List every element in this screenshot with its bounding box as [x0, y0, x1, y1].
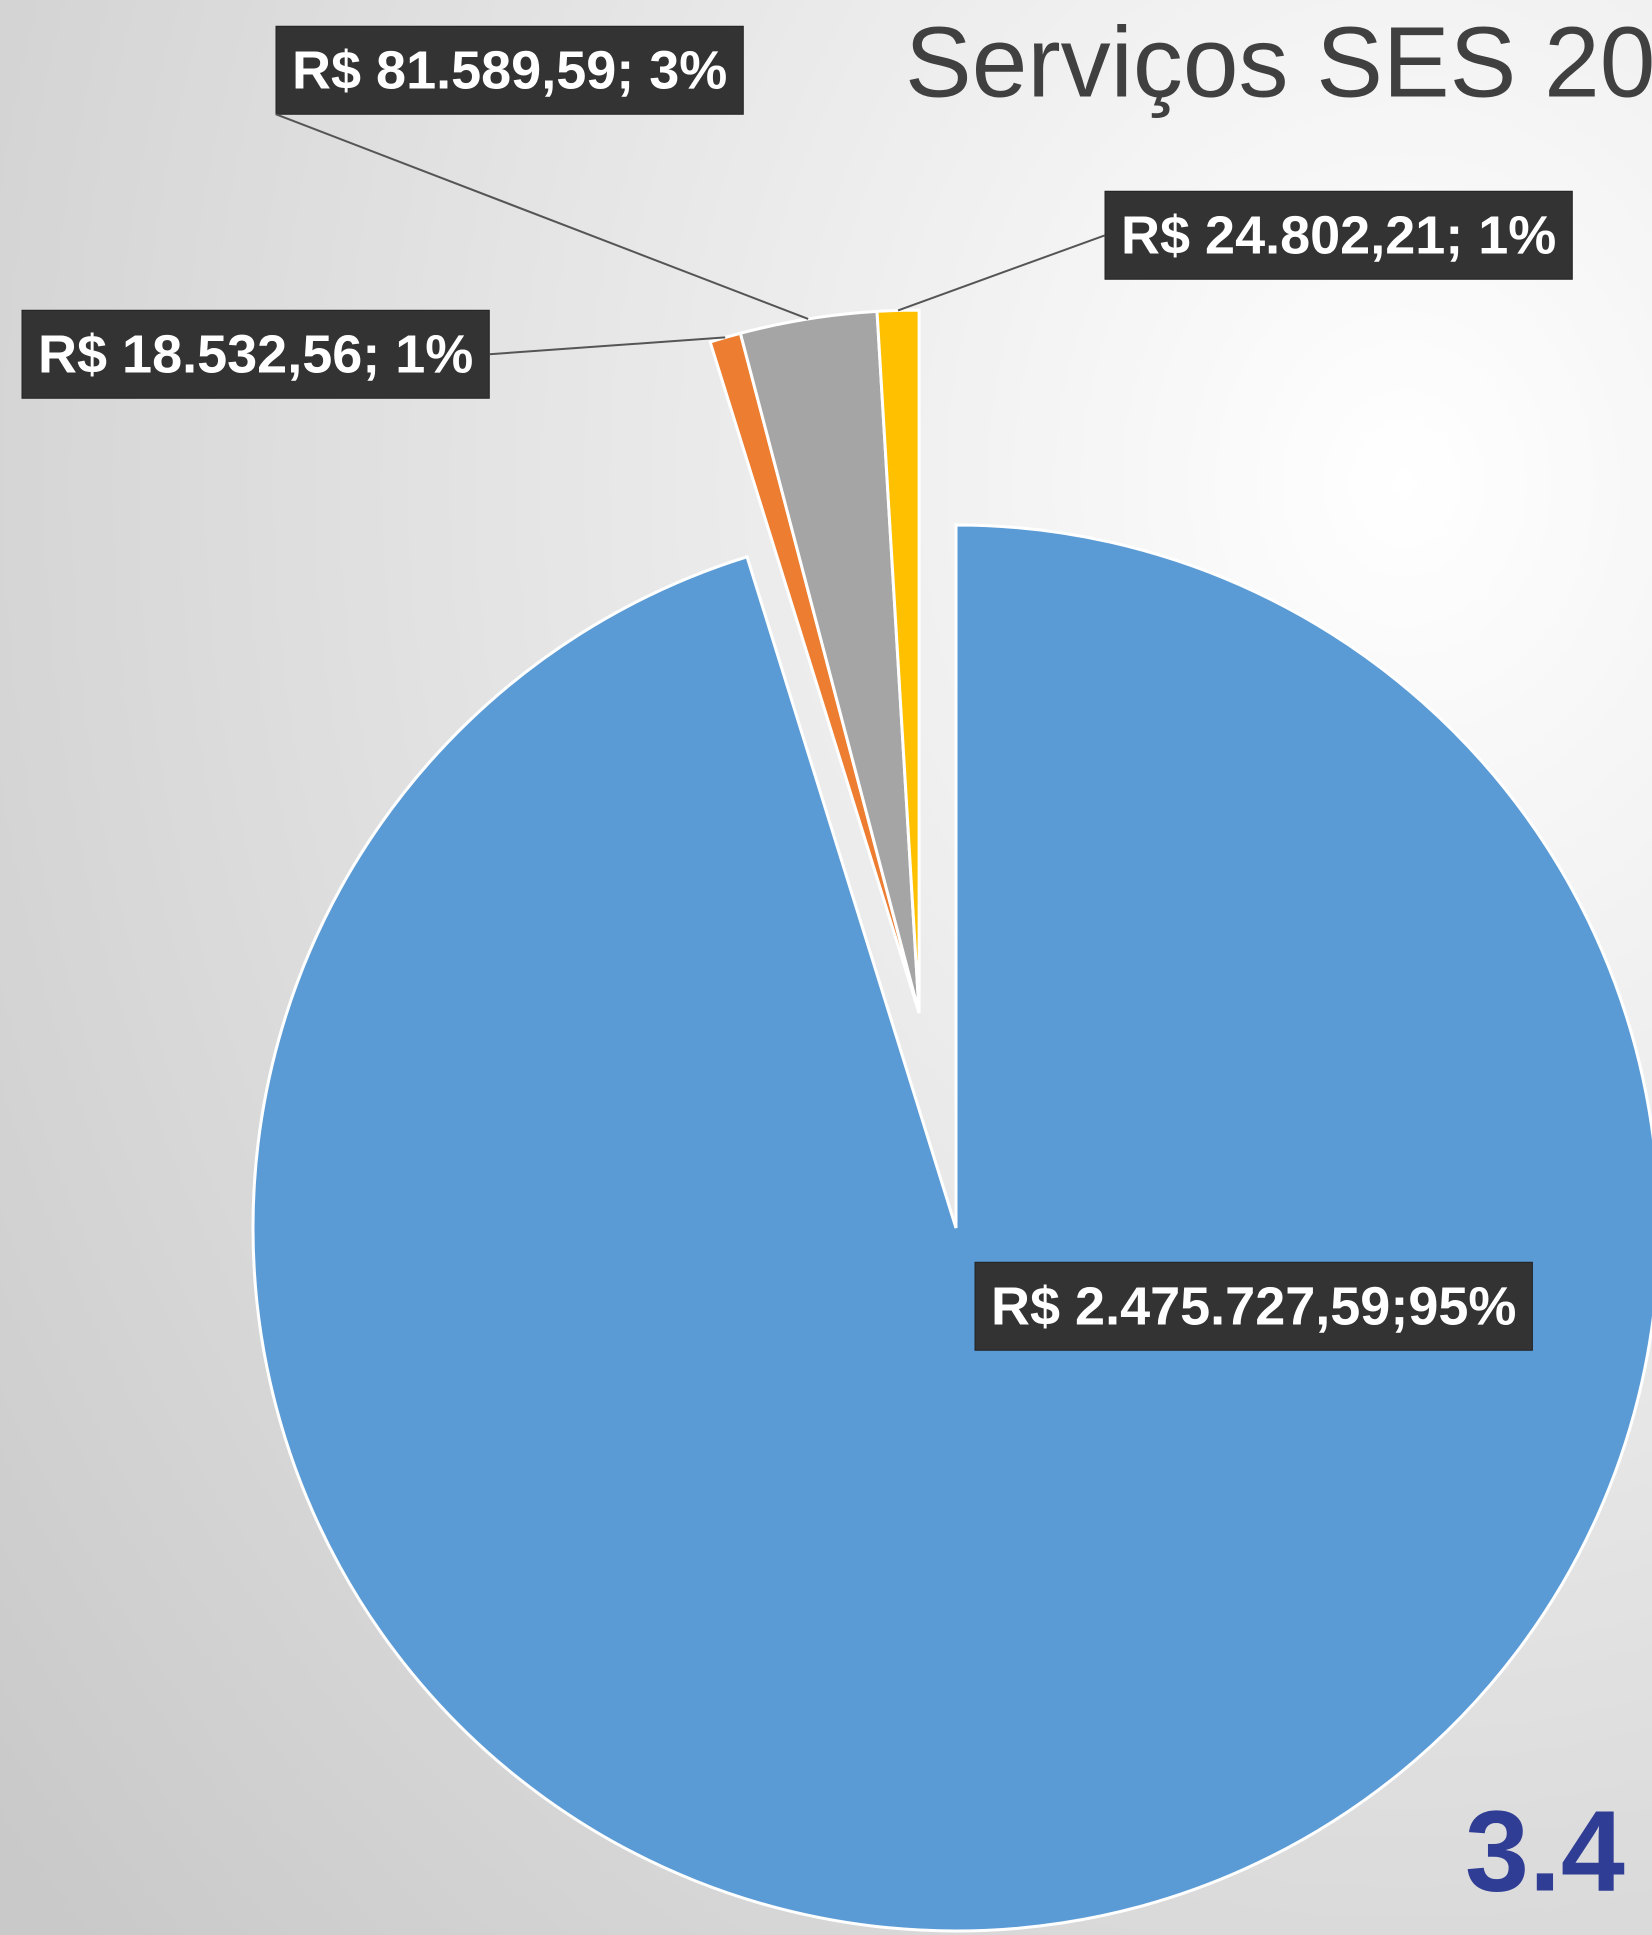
data-label-box [974, 1261, 1533, 1351]
leader-line [897, 234, 1106, 312]
leader-line [275, 113, 809, 320]
data-label: R$ 2.475.727,59;95% [974, 1261, 1533, 1351]
data-label-text: R$ 18.532,56; 1% [38, 324, 473, 384]
data-label-text: R$ 24.802,21; 1% [1121, 205, 1556, 265]
data-label: R$ 18.532,56; 1% [21, 309, 490, 399]
leader-line [489, 336, 726, 356]
chart-title: Serviços SES 20 [905, 6, 1652, 118]
data-label: R$ 24.802,21; 1% [1104, 190, 1573, 280]
data-label-text: R$ 81.589,59; 3% [292, 40, 727, 100]
pie-slice [251, 523, 1652, 1933]
data-label-text: R$ 2.475.727,59;95% [991, 1276, 1516, 1336]
annotation: 3.4 [1465, 1787, 1625, 1915]
data-label: R$ 81.589,59; 3% [275, 25, 744, 115]
data-label-box [21, 309, 490, 399]
data-label-box [275, 25, 744, 115]
pie-slice [875, 308, 921, 1014]
